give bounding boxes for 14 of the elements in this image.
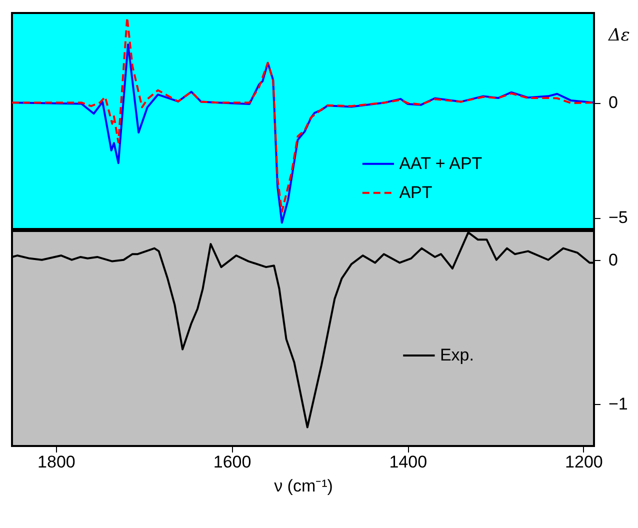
x-tick-label: 1800 [38, 452, 76, 472]
legend-label: Exp. [440, 346, 474, 364]
line-series [11, 16, 595, 213]
x-axis-title: ν (cm⁻¹) [274, 476, 333, 496]
y-tick-label: −5 [608, 208, 628, 228]
legend-label: APT [399, 182, 432, 202]
y-tick-label: −1 [608, 394, 628, 414]
x-tick-label: 1400 [389, 452, 428, 472]
legend-label: AAT + APT [399, 154, 482, 173]
x-tick-label: 1200 [565, 452, 603, 472]
y-tick-label: 0 [608, 250, 618, 270]
x-tick-label: 1600 [213, 452, 252, 472]
y-axis-title: Δε [608, 26, 630, 46]
y-tick-label: 0 [608, 93, 618, 112]
